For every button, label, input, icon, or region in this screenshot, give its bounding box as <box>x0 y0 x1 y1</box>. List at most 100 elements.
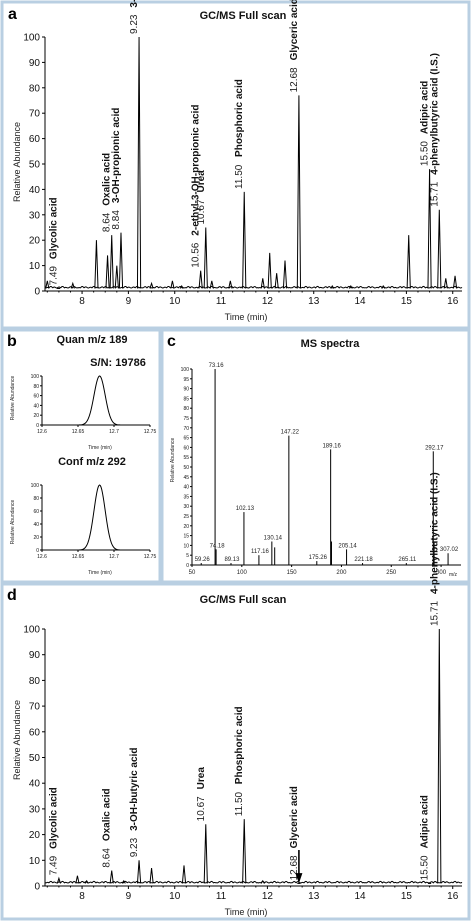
panel-b-quan-xlabel: Time (min) <box>88 445 112 451</box>
x-tick-label: 250 <box>386 570 397 576</box>
x-tick-label: 10 <box>169 891 181 902</box>
compound-label: Phosphoric acid <box>234 79 245 157</box>
peak <box>114 265 119 289</box>
peak <box>136 36 142 289</box>
x-tick-label: 12.6 <box>37 429 47 435</box>
y-tick-label: 0 <box>34 287 40 298</box>
x-tick-label: 12 <box>262 891 274 902</box>
peak-trace <box>42 375 150 426</box>
y-tick-label: 90 <box>29 58 41 69</box>
y-tick-label: 90 <box>183 387 189 393</box>
ion-label: 205.14 <box>338 543 357 549</box>
compound-label: Adipic acid <box>420 795 431 848</box>
peak <box>149 867 154 884</box>
ion-label: 292.17 <box>425 445 444 451</box>
peak <box>260 278 265 289</box>
panel-c-letter: c <box>167 333 176 350</box>
y-tick-label: 100 <box>181 367 190 373</box>
compound-label: 3-OH-propionic acid <box>111 108 122 204</box>
retention-time-label: 8.64 <box>102 212 113 232</box>
peak <box>228 280 233 289</box>
peak <box>70 281 75 289</box>
retention-time-label: 10.56 <box>191 242 202 267</box>
peak <box>203 227 208 289</box>
peak <box>149 281 154 289</box>
y-tick-label: 60 <box>33 394 39 400</box>
panel-a-plot: 0 10 20 30 40 50 60 70 80 90 100 8 9 10 11 12 13 14 15 16 7.… <box>23 0 463 307</box>
ion-label: 59.26 <box>195 557 211 563</box>
panel-b-quan-ylabel: Relative Abundance <box>10 376 16 421</box>
y-tick-label: 80 <box>33 384 39 390</box>
peak <box>427 169 432 289</box>
retention-time-label: 7.49 <box>48 266 59 286</box>
ion-label: 221.18 <box>354 557 373 563</box>
retention-time-label: 15.50 <box>420 855 431 880</box>
x-tick-label: 12.75 <box>144 429 157 435</box>
y-tick-label: 10 <box>29 856 41 867</box>
x-tick-label: 13 <box>308 296 320 307</box>
y-tick-label: 20 <box>29 830 41 841</box>
peak <box>181 865 187 884</box>
peak <box>94 240 99 289</box>
x-tick-label: 12.65 <box>72 429 85 435</box>
x-tick-label: 16 <box>447 296 459 307</box>
x-tick-label: 16 <box>447 891 459 902</box>
y-tick-label: 100 <box>23 33 40 44</box>
y-tick-label: 5 <box>186 553 189 559</box>
panel-d-frame <box>0 582 471 921</box>
panel-d-letter: d <box>7 587 17 604</box>
compound-label: Glyceric acid <box>289 786 300 848</box>
baseline-trace <box>44 880 463 884</box>
arrow-head <box>295 873 303 884</box>
y-tick-label: 80 <box>29 676 41 687</box>
panel-b-conf-ylabel: Relative Abundance <box>10 500 16 545</box>
peak <box>274 273 279 289</box>
x-tick-label: 14 <box>355 296 367 307</box>
y-tick-label: 0 <box>36 548 39 554</box>
y-tick-label: 40 <box>29 779 41 790</box>
y-tick-label: 70 <box>183 426 189 432</box>
peak <box>45 280 50 289</box>
peak <box>170 280 175 289</box>
compound-label: 3-OH-butyric acid <box>129 0 140 8</box>
retention-time-label: 11.50 <box>234 164 245 189</box>
x-tick-label: 9 <box>126 891 132 902</box>
retention-time-label: 12.68 <box>289 67 300 92</box>
ion-label: 175.26 <box>309 555 328 561</box>
peak <box>437 628 442 884</box>
peak <box>452 275 458 289</box>
y-tick-label: 10 <box>183 543 189 549</box>
y-tick-label: 70 <box>29 109 41 120</box>
x-tick-label: 13 <box>308 891 320 902</box>
retention-time-label: 15.50 <box>420 141 431 166</box>
compound-label: 3-OH-butyric acid <box>129 748 140 831</box>
ion-label: 89.13 <box>224 557 240 563</box>
peak <box>121 879 126 884</box>
y-tick-label: 0 <box>186 563 189 569</box>
ion-label: 74.18 <box>210 543 226 549</box>
x-tick-label: 14 <box>355 891 367 902</box>
retention-time-label: 9.23 <box>129 14 140 34</box>
y-tick-label: 40 <box>33 403 39 409</box>
y-tick-label: 50 <box>183 465 189 471</box>
y-tick-label: 20 <box>33 413 39 419</box>
panel-a-ylabel: Relative Abundance <box>12 122 22 202</box>
y-tick-label: 25 <box>183 514 189 520</box>
x-tick-label: 12.75 <box>144 554 157 560</box>
compound-label: Urea <box>196 170 207 193</box>
peak <box>203 824 208 884</box>
x-tick-label: 12.7 <box>109 429 119 435</box>
ion-label: 102.13 <box>236 506 255 512</box>
panel-a-letter: a <box>8 6 17 23</box>
x-tick-label: 100 <box>237 570 248 576</box>
compound-label: 4-phenylbutyric acid (I.S.) <box>429 472 440 594</box>
y-tick-label: 50 <box>29 160 41 171</box>
compound-label: Oxalic acid <box>102 788 113 841</box>
y-tick-label: 90 <box>29 650 41 661</box>
compound-label: Glycolic acid <box>48 197 59 259</box>
y-tick-label: 30 <box>29 804 41 815</box>
y-tick-label: 45 <box>183 475 189 481</box>
y-tick-label: 40 <box>183 485 189 491</box>
panel-a-frame <box>0 0 471 330</box>
panel-b-sn: S/N: 19786 <box>90 357 146 369</box>
